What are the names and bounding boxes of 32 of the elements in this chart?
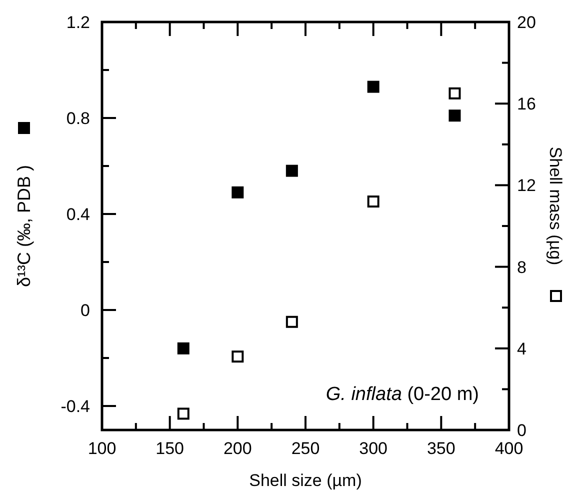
x-tick-label: 300 [359,439,388,458]
y2-axis-title: Shell mass (µg) [546,146,565,266]
x-axis-title: Shell size (µm) [249,471,362,490]
point [367,196,380,208]
x-tick-label: 150 [156,439,184,458]
point [177,408,190,420]
y2-tick-label: 4 [517,339,526,358]
point [367,80,380,93]
y2-tick-label: 20 [517,13,536,32]
y2-tick-label: 12 [517,176,536,196]
x-tick-label: 250 [291,439,320,458]
y2-tick-label: 8 [517,258,526,277]
x-tick-label: 100 [88,439,116,458]
annotation: G. inflata (0-20 m) [326,384,479,405]
x-tick-label: 400 [494,439,524,458]
x-tick-label: 200 [223,439,252,458]
point [286,316,298,328]
y2-tick-label: 16 [517,94,536,114]
y-tick-label: 0.8 [66,109,90,128]
point [448,110,461,122]
y-tick-label: -0.4 [60,397,90,416]
point [286,164,298,177]
y-tick-label: 0 [80,301,90,320]
y-tick-label: 0.4 [66,205,90,224]
y-tick-label: 1.2 [66,13,90,32]
point [448,87,461,100]
y-axis-title: δ¹³C (‰, PDB ) [14,164,34,288]
point [232,350,244,363]
y2-tick-label: 0 [517,421,526,440]
x-tick-label: 350 [426,439,456,458]
point [232,186,244,198]
point [177,342,190,354]
